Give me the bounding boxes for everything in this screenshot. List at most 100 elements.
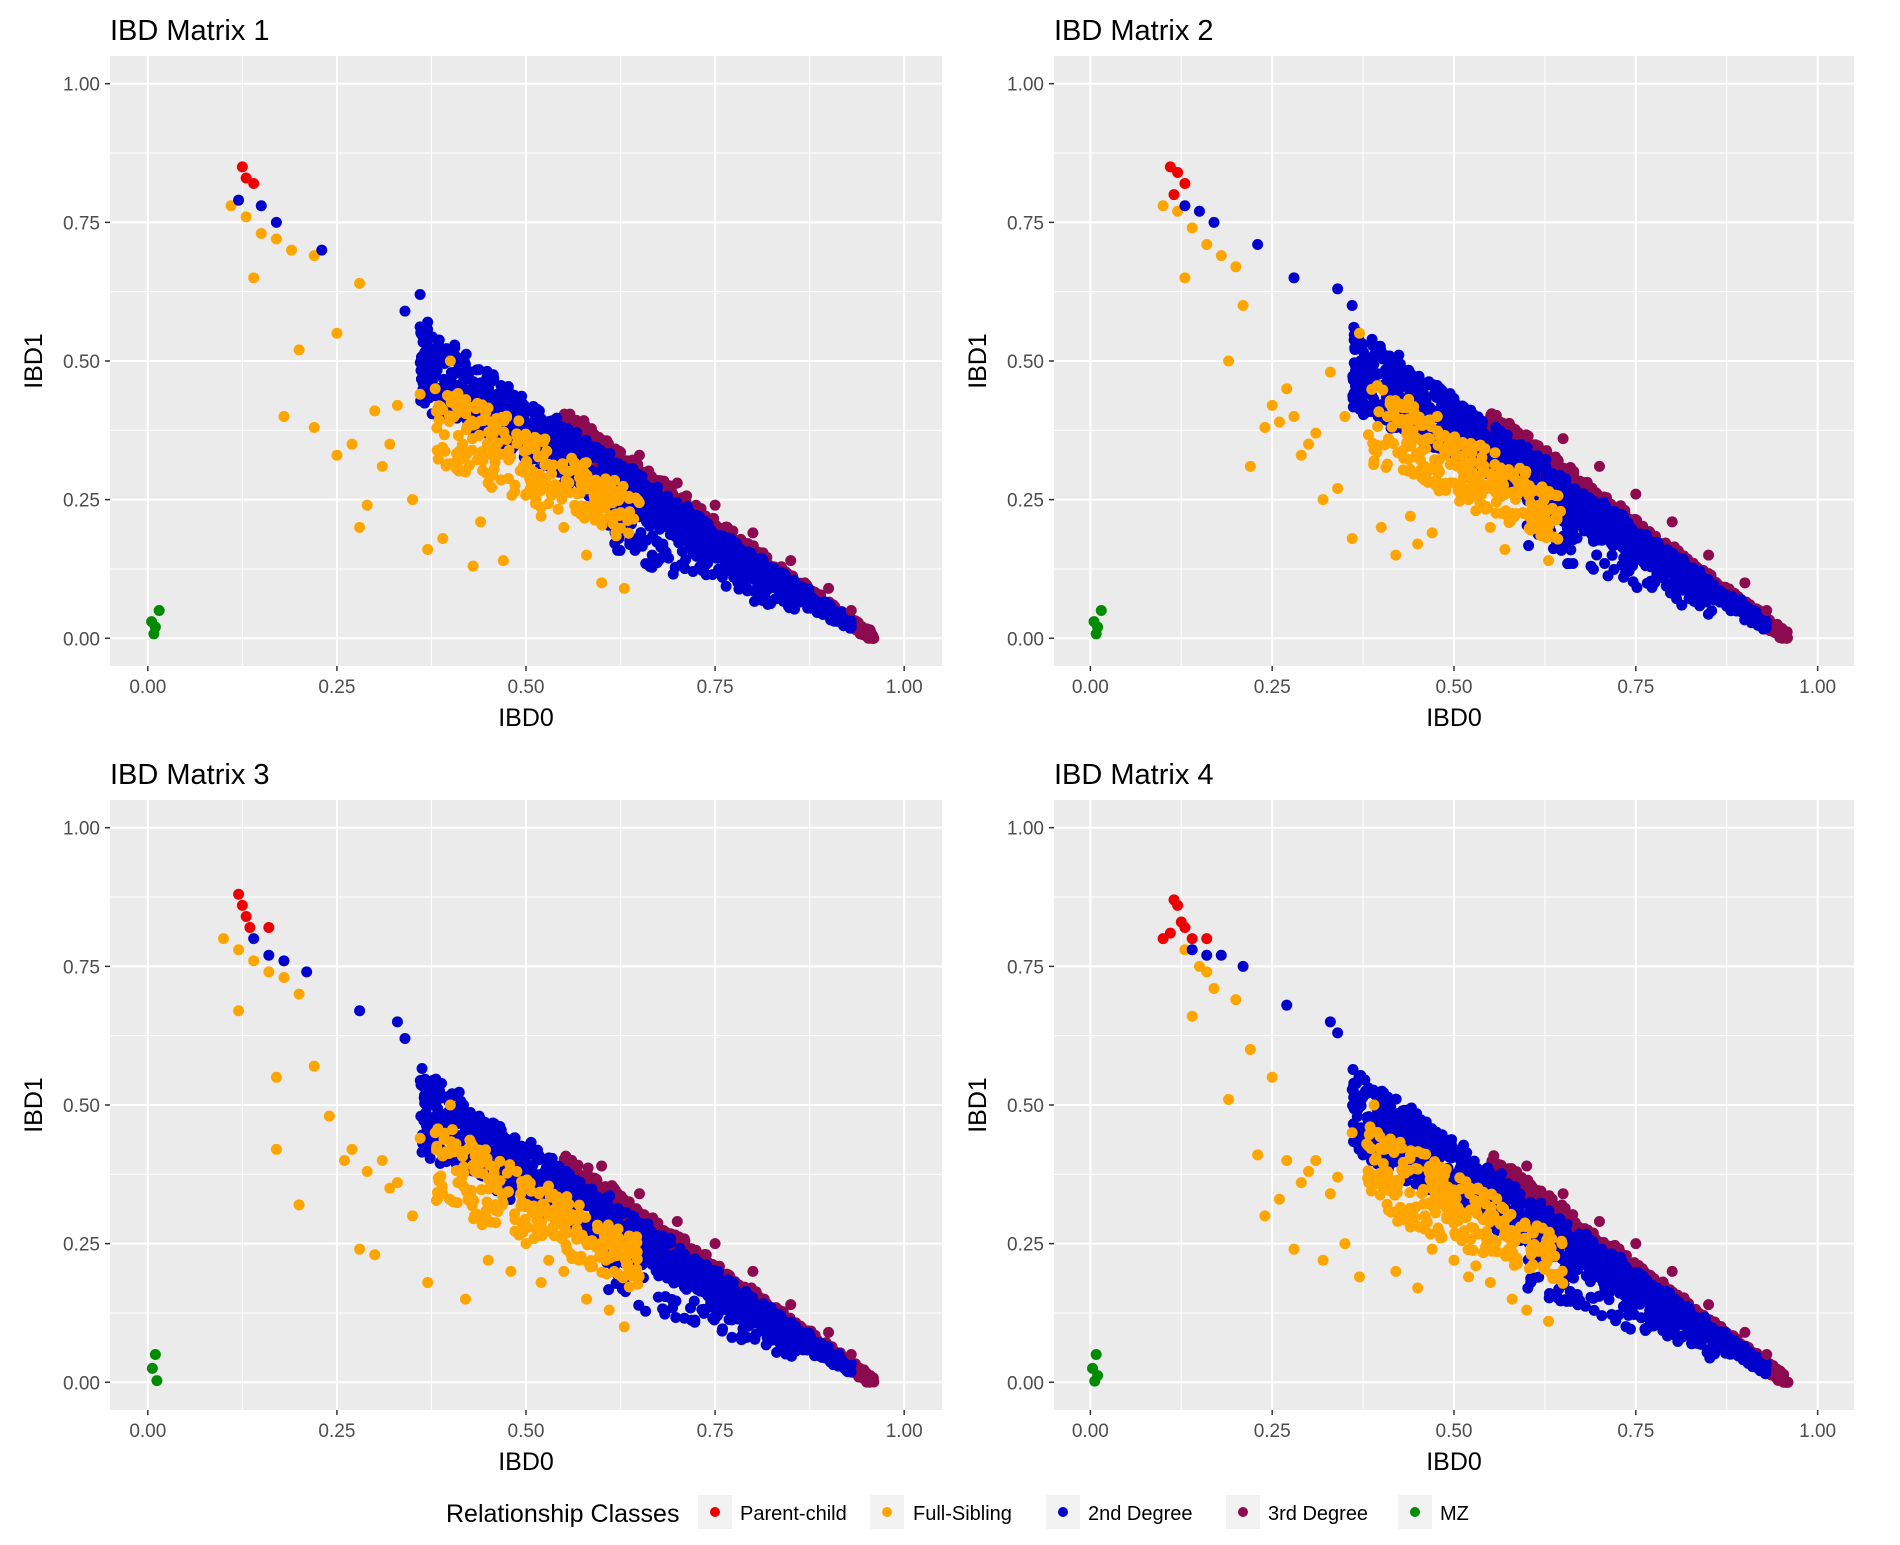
point-2nd-degree <box>1349 342 1361 354</box>
point-full-sibling <box>497 555 509 567</box>
point-full-sibling <box>1543 555 1555 567</box>
point-2nd-degree <box>698 565 710 577</box>
point-2nd-degree <box>689 526 701 538</box>
point-2nd-degree <box>503 385 515 397</box>
point-cloud <box>414 321 880 644</box>
point-full-sibling <box>1463 494 1475 506</box>
point-full-sibling <box>535 510 547 522</box>
point-2nd-degree <box>1288 272 1300 284</box>
point-2nd-degree <box>316 244 328 256</box>
x-tick-label: 0.00 <box>1072 677 1109 698</box>
point-2nd-degree <box>1555 544 1567 556</box>
point-full-sibling <box>1281 383 1293 395</box>
point-2nd-degree <box>819 600 831 612</box>
y-tick-label: 1.00 <box>63 75 100 96</box>
y-tick-label: 0.00 <box>63 1373 100 1394</box>
point-full-sibling <box>1303 438 1315 450</box>
point-full-sibling <box>1419 460 1431 472</box>
point-3rd-degree <box>823 582 835 594</box>
point-2nd-degree <box>669 561 681 573</box>
point-full-sibling <box>490 449 502 461</box>
point-full-sibling <box>492 414 504 426</box>
point-2nd-degree <box>674 515 686 527</box>
point-2nd-degree <box>1608 564 1620 576</box>
point-2nd-degree <box>1562 487 1574 499</box>
point-full-sibling <box>1390 549 1402 561</box>
x-tick-label: 0.25 <box>318 677 355 698</box>
point-full-sibling <box>511 428 523 440</box>
point-full-sibling <box>590 474 602 486</box>
point-2nd-degree <box>414 288 426 300</box>
point-2nd-degree <box>809 597 821 609</box>
point-full-sibling <box>431 444 443 456</box>
x-tick-label: 1.00 <box>886 1421 923 1442</box>
point-2nd-degree <box>1499 443 1511 455</box>
point-full-sibling <box>1186 222 1198 234</box>
point-2nd-degree <box>713 563 725 575</box>
point-3rd-degree <box>1703 549 1715 561</box>
point-full-sibling <box>475 516 487 528</box>
y-tick-label: 1.00 <box>63 819 100 840</box>
point-full-sibling <box>1458 483 1470 495</box>
point-full-sibling <box>1484 521 1496 533</box>
point-full-sibling <box>633 497 645 509</box>
point-full-sibling <box>422 544 434 556</box>
point-full-sibling <box>566 452 578 464</box>
point-2nd-degree <box>641 558 653 570</box>
point-full-sibling <box>270 233 282 245</box>
point-full-sibling <box>1508 511 1520 523</box>
point-full-sibling <box>600 473 612 485</box>
point-full-sibling <box>460 394 472 406</box>
y-tick-label: 0.25 <box>63 491 100 512</box>
point-2nd-degree <box>1664 587 1676 599</box>
point-3rd-degree <box>1775 627 1787 639</box>
point-2nd-degree <box>597 460 609 472</box>
point-2nd-degree <box>829 611 841 623</box>
point-full-sibling <box>255 227 267 239</box>
point-full-sibling <box>1404 510 1416 522</box>
point-full-sibling <box>530 493 542 505</box>
point-full-sibling <box>429 383 441 395</box>
point-3rd-degree <box>1630 488 1642 500</box>
point-2nd-degree <box>483 382 495 394</box>
point-full-sibling <box>581 549 593 561</box>
point-2nd-degree <box>1657 572 1669 584</box>
x-tick-label: 0.00 <box>129 677 166 698</box>
y-tick-label: 0.75 <box>63 957 100 978</box>
y-tick-label: 0.75 <box>1007 213 1044 234</box>
point-2nd-degree <box>1561 523 1573 535</box>
point-full-sibling <box>1551 509 1563 521</box>
point-full-sibling <box>1420 442 1432 454</box>
point-3rd-degree <box>1549 451 1561 463</box>
point-2nd-degree <box>1501 429 1513 441</box>
x-axis-title: IBD0 <box>1426 704 1482 732</box>
point-2nd-degree <box>676 545 688 557</box>
point-full-sibling <box>1475 439 1487 451</box>
point-full-sibling <box>513 415 525 427</box>
point-full-sibling <box>1431 410 1443 422</box>
point-full-sibling <box>521 456 533 468</box>
point-2nd-degree <box>1650 538 1662 550</box>
point-2nd-degree <box>655 552 667 564</box>
x-tick-label: 0.50 <box>1436 677 1473 698</box>
point-full-sibling <box>557 482 569 494</box>
point-full-sibling <box>1419 471 1431 483</box>
point-full-sibling <box>1448 477 1460 489</box>
point-2nd-degree <box>707 536 719 548</box>
point-full-sibling <box>1433 466 1445 478</box>
point-full-sibling <box>1429 454 1441 466</box>
point-full-sibling <box>488 463 500 475</box>
point-2nd-degree <box>667 509 679 521</box>
point-2nd-degree <box>1410 372 1422 384</box>
point-2nd-degree <box>657 493 669 505</box>
point-full-sibling <box>1215 250 1227 262</box>
point-2nd-degree <box>1602 531 1614 543</box>
point-2nd-degree <box>1580 520 1592 532</box>
point-full-sibling <box>1324 366 1336 378</box>
point-full-sibling <box>278 410 290 422</box>
point-full-sibling <box>1463 463 1475 475</box>
point-full-sibling <box>1237 300 1249 312</box>
panel-title: IBD Matrix 1 <box>110 15 270 47</box>
point-full-sibling <box>1540 532 1552 544</box>
point-2nd-degree <box>757 594 769 606</box>
